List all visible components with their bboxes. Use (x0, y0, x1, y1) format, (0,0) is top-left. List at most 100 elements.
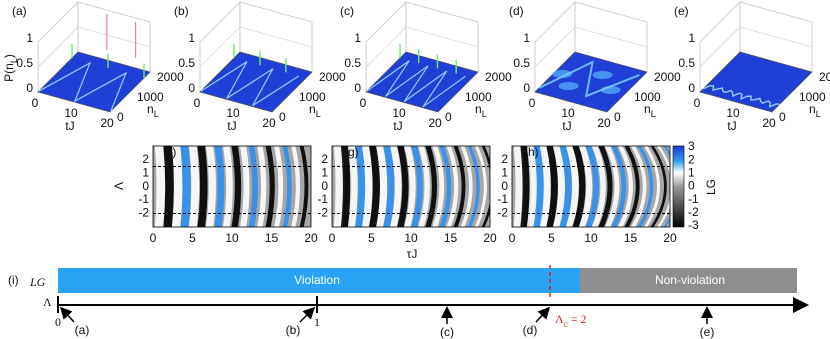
n-tick-label: 0 (117, 110, 124, 124)
panel-label: (d) (509, 4, 524, 18)
y-tick-label: 0 (501, 179, 508, 193)
floor (365, 51, 479, 113)
streak (538, 60, 640, 98)
fringe (663, 146, 670, 227)
n-axis-label-sub: L (316, 109, 321, 119)
z-axis-label-sub: L (9, 58, 19, 63)
fringe (222, 146, 233, 227)
wall-grid (739, 1, 813, 23)
streak (366, 60, 466, 108)
y-tick-label: 2 (321, 152, 328, 166)
fringe (418, 146, 430, 227)
fringe (520, 146, 532, 227)
x-tick-label: 10 (225, 231, 239, 245)
n-tick-label: 2000 (319, 70, 346, 84)
z-axis-label-main: P(n (2, 63, 16, 82)
z-tick-label: 0.5 (178, 56, 195, 70)
fringe (630, 146, 647, 227)
wall-grid (239, 1, 313, 23)
critical-label-tail: = 2 (568, 312, 587, 326)
fringe (154, 146, 166, 227)
wall-grid (77, 1, 151, 23)
wall-grid (77, 26, 151, 48)
y-tick-label: -2 (317, 205, 328, 219)
wall-grid (699, 26, 741, 68)
marker-label: (e) (700, 325, 715, 339)
panel-label: (c) (340, 4, 354, 18)
t-tick-label: 0 (694, 96, 701, 110)
blob (592, 71, 613, 79)
y-tick-label: 1 (501, 165, 508, 179)
t-tick-label: 10 (392, 106, 406, 120)
fringe (197, 146, 208, 227)
n-axis-label-main: n (809, 102, 816, 116)
fringe (604, 146, 620, 227)
critical-label-sub: c (564, 319, 568, 329)
n-axis-label-main: n (475, 102, 482, 116)
fringe (274, 146, 284, 227)
non-violation-bar (580, 268, 797, 293)
violation-label: Violation (294, 273, 340, 287)
t-axis-label: tJ (227, 119, 236, 133)
colorbar-tick-label: -2 (688, 205, 699, 219)
colorbar-tick-label: 3 (688, 139, 695, 153)
surface-plot (199, 1, 313, 113)
panel-label: (g) (344, 145, 359, 159)
n-tick-label: 2000 (654, 70, 681, 84)
colorbar-tick-label: 0 (688, 179, 695, 193)
panel-label: (a) (12, 4, 27, 18)
x-tick-label: 0 (509, 231, 516, 245)
y-tick-label: 1 (321, 165, 328, 179)
z-tick-label: 0.5 (16, 56, 33, 70)
z-tick-label: 0.5 (513, 56, 530, 70)
fringe (214, 146, 225, 227)
y-tick-label: 1 (142, 165, 149, 179)
y-tick-label: 2 (501, 152, 508, 166)
fringe (467, 146, 480, 227)
panel-label: (f) (165, 145, 176, 159)
z-tick-label: 0 (26, 81, 33, 95)
n-axis-label-main: n (644, 102, 651, 116)
n-tick-label: 0 (779, 110, 786, 124)
marker-label: (a) (75, 323, 90, 337)
streak (38, 61, 128, 112)
n-tick-label: 2000 (485, 70, 512, 84)
wall-grid (574, 1, 648, 23)
t-axis-label: tJ (65, 119, 74, 133)
fringe (432, 146, 445, 227)
t-tick-label: 0 (32, 96, 39, 110)
fringe (354, 146, 366, 227)
colorbar-tick-label: -1 (688, 192, 699, 206)
t-axis-label: tJ (562, 119, 571, 133)
fringe (559, 146, 572, 227)
fringe (624, 146, 640, 227)
y-tick-label: 0 (142, 179, 149, 193)
t-tick-label: 0 (194, 96, 201, 110)
y-tick-label: 0 (321, 179, 328, 193)
blob (558, 82, 579, 90)
streak (702, 84, 780, 108)
fringe (439, 146, 452, 227)
y-tick-label: -2 (138, 205, 149, 219)
wall-grid (534, 1, 576, 43)
fringe (171, 146, 183, 227)
fringe (333, 146, 345, 227)
n-axis-label: nL (147, 102, 159, 119)
n-tick-label: 1000 (465, 90, 492, 104)
x-tick-label: 5 (189, 231, 196, 245)
t-axis-label: tJ (727, 119, 736, 133)
violation-bar (58, 268, 580, 293)
x-tick-label: 0 (150, 231, 157, 245)
fringe (643, 146, 660, 227)
n-tick-label: 0 (279, 110, 286, 124)
n-tick-label: 2000 (819, 70, 830, 84)
z-axis-label-tail: ) (2, 54, 16, 58)
t-tick-label: 0 (529, 96, 536, 110)
plot-frame (331, 145, 491, 228)
heatmap (512, 146, 670, 227)
x-tick-label: 10 (584, 231, 598, 245)
x-tick-label: 5 (548, 231, 555, 245)
plot-frame (511, 145, 671, 228)
z-tick-label: 0 (688, 81, 695, 95)
fringe (248, 146, 258, 227)
